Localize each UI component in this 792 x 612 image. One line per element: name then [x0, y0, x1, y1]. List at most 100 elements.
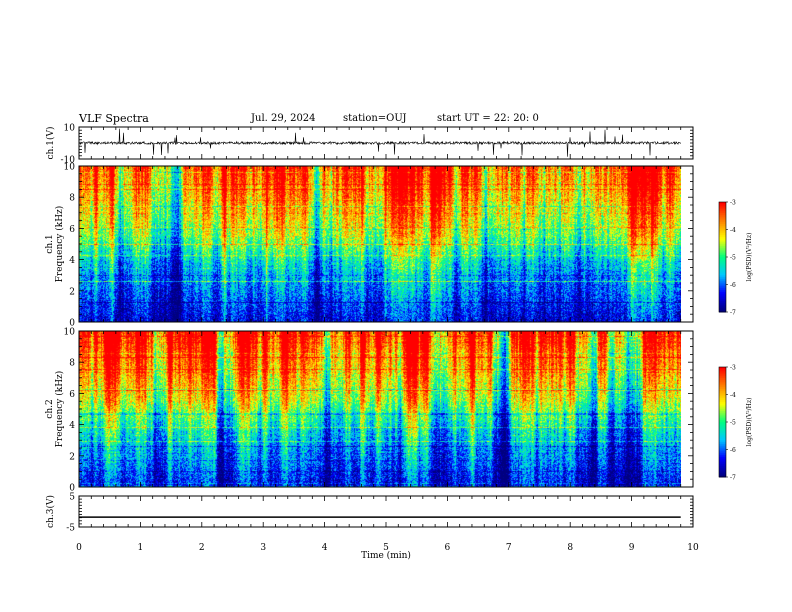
station-label: station=OUJ: [343, 113, 407, 124]
colorbar-ch1-segment: [719, 227, 726, 230]
colorbar-ch2-segment: [719, 368, 726, 372]
x-axis-label: Time (min): [361, 550, 411, 561]
colorbar-ch1-segment: [719, 301, 726, 304]
colorbar-ch2-segment: [719, 451, 726, 454]
y-tick-label: 10: [64, 124, 76, 134]
colorbar-ch2-segment: [719, 467, 726, 471]
colorbar-ch1-segment: [719, 295, 726, 298]
colorbar-ch2-segment: [719, 453, 726, 456]
colorbar-ch2-segment: [719, 378, 726, 381]
y-tick-label: 5: [69, 493, 75, 503]
colorbar-ch1-segment: [719, 266, 726, 269]
y-tick-label: 10: [64, 163, 76, 173]
y-tick-label: 6: [69, 225, 75, 235]
colorbar-ch2-segment: [719, 447, 726, 450]
colorbar-ch1-segment: [719, 236, 726, 240]
colorbar-ch1-segment: [719, 260, 726, 263]
colorbar-ch1-segment: [719, 220, 726, 223]
colorbar-ch2-tick-label: -4: [730, 392, 736, 399]
spectrogram-ch2-image: [79, 331, 681, 487]
colorbar-ch2-segment: [719, 464, 726, 467]
colorbar-ch1-segment: [719, 213, 726, 216]
spectrogram-ch1-image: [79, 166, 681, 322]
y-tick-label: 4: [69, 421, 75, 431]
colorbar-ch1-segment: [719, 238, 726, 241]
colorbar-ch2-segment: [719, 396, 726, 399]
colorbar-ch1-segment: [719, 247, 726, 251]
colorbar-ch2-segment: [719, 387, 726, 390]
colorbar-ch2-segment: [719, 440, 726, 443]
colorbar-ch1-segment: [719, 235, 726, 238]
colorbar-ch2-segment: [719, 423, 726, 427]
chart-title: VLF Spectra: [79, 112, 149, 125]
colorbar-ch1-segment: [719, 288, 726, 291]
colorbar-ch1-segment: [719, 255, 726, 258]
colorbar-ch2-segment: [719, 427, 726, 430]
colorbar-ch1-segment: [719, 216, 726, 219]
colorbar-ch2-segment: [719, 473, 726, 476]
colorbar-ch2-segment: [719, 394, 726, 397]
colorbar-ch1-segment: [719, 246, 726, 249]
colorbar-ch1-tick-label: -4: [730, 227, 736, 234]
colorbar-ch2-segment: [719, 398, 726, 401]
colorbar-ch1-segment: [719, 310, 726, 313]
colorbar-ch1-segment: [719, 293, 726, 296]
colorbar-ch2-segment: [719, 416, 726, 419]
x-tick-label: 5: [383, 543, 389, 553]
colorbar-ch2-segment: [719, 400, 726, 403]
x-tick-label: 8: [567, 543, 573, 553]
x-tick-label: 1: [138, 543, 144, 553]
colorbar-ch2-segment: [719, 411, 726, 414]
x-tick-label: 10: [687, 543, 699, 553]
colorbar-ch2-segment: [719, 444, 726, 447]
colorbar-ch1-segment: [719, 240, 726, 243]
colorbar-ch1-tick-label: -6: [730, 282, 736, 289]
y-tick-label: 2: [69, 287, 75, 297]
colorbar-ch2-segment: [719, 385, 726, 388]
colorbar-ch1-segment: [719, 286, 726, 289]
colorbar-ch2-segment: [719, 374, 726, 377]
colorbar-ch2-segment: [719, 370, 726, 373]
x-tick-label: 4: [322, 543, 328, 553]
colorbar-ch1-segment: [719, 257, 726, 260]
colorbar-ch2-segment: [719, 445, 726, 449]
colorbar-ch2-segment: [719, 471, 726, 474]
colorbar-ch1-segment: [719, 262, 726, 265]
colorbar-ch2-segment: [719, 434, 726, 438]
colorbar-ch2-segment: [719, 376, 726, 379]
colorbar-ch2-tick-label: -7: [730, 475, 736, 482]
colorbar-ch1-segment: [719, 218, 726, 221]
colorbar-ch2-tick-label: -3: [730, 365, 736, 372]
colorbar-ch1-segment: [719, 211, 726, 214]
colorbar-ch2-segment: [719, 422, 726, 425]
colorbar-ch2-tick-label: -5: [730, 420, 736, 427]
colorbar-ch2-segment: [719, 462, 726, 465]
colorbar-ch2-segment: [719, 429, 726, 432]
colorbar-ch2-segment: [719, 420, 726, 423]
y-axis-label: Frequency (kHz): [54, 371, 65, 448]
colorbar-ch1-segment: [719, 302, 726, 306]
start-time-label: start UT = 22: 20: 0: [437, 113, 539, 124]
colorbar-ch1-segment: [719, 299, 726, 302]
colorbar-ch1-segment: [719, 269, 726, 273]
colorbar-ch2-segment: [719, 475, 726, 478]
colorbar-ch1-segment: [719, 291, 726, 295]
y-tick-label: 0: [69, 319, 75, 329]
colorbar-ch1-segment: [719, 268, 726, 271]
y-tick-label: 0: [69, 484, 75, 494]
colorbar-ch1-segment: [719, 306, 726, 309]
colorbar-ch1-segment: [719, 284, 726, 287]
colorbar-ch1-tick-label: -3: [730, 200, 736, 207]
colorbar-ch1-segment: [719, 229, 726, 232]
colorbar-ch1-segment: [719, 202, 726, 205]
colorbar-ch2-segment: [719, 449, 726, 452]
y-axis-label: Frequency (kHz): [54, 206, 65, 283]
x-tick-label: 6: [445, 543, 451, 553]
colorbar-ch1-segment: [719, 279, 726, 282]
colorbar-ch1-segment: [719, 244, 726, 247]
y-axis-label: ch.1(V): [45, 127, 56, 160]
colorbar-ch1-segment: [719, 304, 726, 307]
y-tick-label: 6: [69, 390, 75, 400]
colorbar-ch1-segment: [719, 273, 726, 276]
